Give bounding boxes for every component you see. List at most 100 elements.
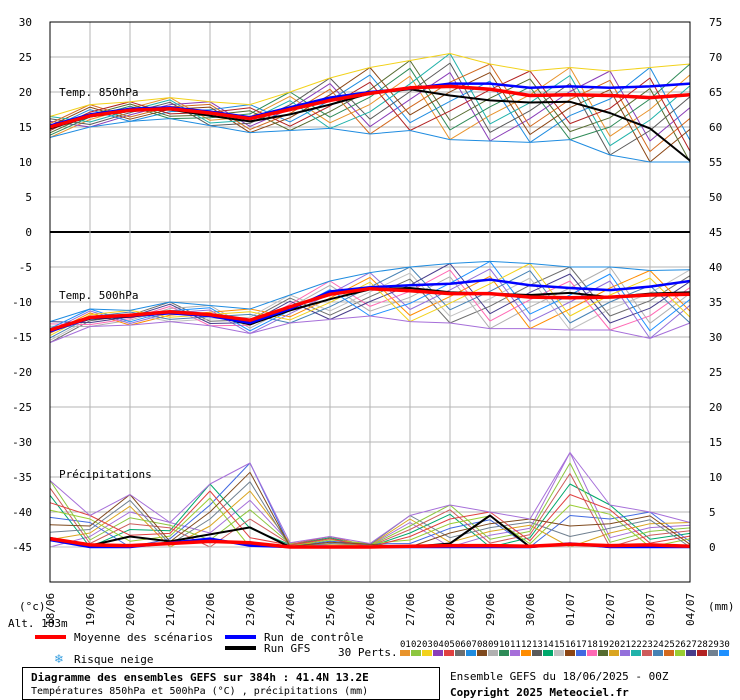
y-tick-right: 5 — [709, 506, 716, 519]
x-tick-label: 21/06 — [164, 593, 177, 626]
pert-number: 16 — [565, 640, 576, 650]
x-tick-label: 19/06 — [84, 593, 97, 626]
perturbation-legend: 01 02 03 04 05 06 07 08 09 10 11 12 13 14 15 16 17 18 19 20… — [400, 640, 730, 656]
x-tick-label: 25/06 — [324, 593, 337, 626]
y-tick-right: 45 — [709, 226, 722, 239]
plot-frame — [49, 21, 691, 583]
y-tick-right: 35 — [709, 296, 722, 309]
pert-swatch — [488, 650, 498, 656]
y-tick-right: 60 — [709, 121, 722, 134]
y-tick-left: -30 — [12, 436, 32, 449]
x-tick-label: 01/07 — [564, 593, 577, 626]
y-tick-left: -45 — [12, 541, 32, 554]
y-tick-left: 0 — [25, 226, 32, 239]
pert-swatch — [422, 650, 432, 656]
run-date: Ensemble GEFS du 18/06/2025 - 00Z — [450, 670, 669, 683]
y-tick-right: 50 — [709, 191, 722, 204]
copyright: Copyright 2025 Meteociel.fr — [450, 686, 629, 699]
pert-swatch — [521, 650, 531, 656]
y-tick-left: -35 — [12, 471, 32, 484]
y-tick-right: 20 — [709, 401, 722, 414]
pert-swatch — [631, 650, 641, 656]
pert-swatch — [499, 650, 509, 656]
footer-subtitle: Températures 850hPa et 500hPa (°C) , pré… — [31, 686, 369, 697]
mean-line — [49, 536, 691, 549]
x-tick-label: 04/07 — [684, 593, 697, 626]
pert-swatch — [477, 650, 487, 656]
pert-swatch — [554, 650, 564, 656]
y-tick-right: 25 — [709, 366, 722, 379]
pert-number: 23 — [642, 640, 653, 650]
ensemble-min-line — [49, 118, 690, 163]
pert-number: 30 — [719, 640, 730, 650]
y-tick-left: 25 — [19, 51, 32, 64]
pert-number: 17 — [576, 640, 587, 650]
pert-swatch — [576, 650, 586, 656]
pert-number: 25 — [664, 640, 675, 650]
altitude-label: Alt. 183m — [8, 617, 68, 630]
ensemble-member-line — [49, 67, 691, 141]
y-tick-left: 15 — [19, 121, 32, 134]
y-tick-left: 20 — [19, 86, 32, 99]
pert-number: 10 — [499, 640, 510, 650]
y-tick-right: 55 — [709, 156, 722, 169]
y-tick-right: 75 — [709, 16, 722, 29]
ensemble-member-line — [49, 471, 691, 548]
pert-number: 19 — [598, 640, 609, 650]
pert-swatch — [411, 650, 421, 656]
footer-title: Diagramme des ensembles GEFS sur 384h : … — [31, 671, 369, 684]
ensemble-max-line — [49, 53, 691, 117]
y-tick-left: -20 — [12, 366, 32, 379]
right-unit-label: (mm) — [708, 600, 735, 613]
y-tick-right: 70 — [709, 51, 722, 64]
pert-number: 01 — [400, 640, 411, 650]
pert-swatch — [620, 650, 630, 656]
pert-swatch — [675, 650, 685, 656]
pert-swatch — [708, 650, 718, 656]
x-tick-label: 30/06 — [524, 593, 537, 626]
pert-number: 09 — [488, 640, 499, 650]
y-tick-right: 15 — [709, 436, 722, 449]
ensemble-max-line — [49, 452, 691, 544]
y-tick-right: 10 — [709, 471, 722, 484]
pert-swatch — [543, 650, 553, 656]
pert-number: 13 — [532, 640, 543, 650]
x-tick-label: 03/07 — [644, 593, 657, 626]
pert-swatch — [444, 650, 454, 656]
pert-swatch — [697, 650, 707, 656]
y-tick-left: -5 — [19, 261, 32, 274]
pert-swatch — [653, 650, 663, 656]
y-tick-left: 30 — [19, 16, 32, 29]
ensemble-member-line — [49, 63, 691, 141]
y-tick-right: 0 — [709, 541, 716, 554]
snowflake-icon: ❄ — [54, 652, 64, 666]
ensemble-member-line — [49, 60, 691, 163]
pert-swatch — [532, 650, 542, 656]
x-tick-label: 02/07 — [604, 593, 617, 626]
y-tick-left: -25 — [12, 401, 32, 414]
panel-label-850: Temp. 850hPa — [59, 86, 138, 99]
ensemble-member-line — [49, 263, 691, 324]
y-tick-right: 65 — [709, 86, 722, 99]
pert-number: 05 — [444, 640, 455, 650]
pert-number: 04 — [433, 640, 444, 650]
pert-swatch — [400, 650, 410, 656]
mean-line — [49, 286, 691, 332]
pert-swatch — [455, 650, 465, 656]
x-tick-label: 26/06 — [364, 593, 377, 626]
footer-box: Diagramme des ensembles GEFS sur 384h : … — [22, 667, 440, 700]
pert-swatch — [686, 650, 696, 656]
x-tick-label: 24/06 — [284, 593, 297, 626]
pert-number: 08 — [477, 640, 488, 650]
pert-number: 28 — [697, 640, 708, 650]
pert-swatch — [664, 650, 674, 656]
pert-swatch — [466, 650, 476, 656]
pert-number: 18 — [587, 640, 598, 650]
pert-number: 20 — [609, 640, 620, 650]
mean-line — [49, 84, 691, 129]
ensemble-min-line — [49, 315, 691, 344]
x-tick-label: 28/06 — [444, 593, 457, 626]
pert-number: 29 — [708, 640, 719, 650]
y-tick-left: 10 — [19, 156, 32, 169]
